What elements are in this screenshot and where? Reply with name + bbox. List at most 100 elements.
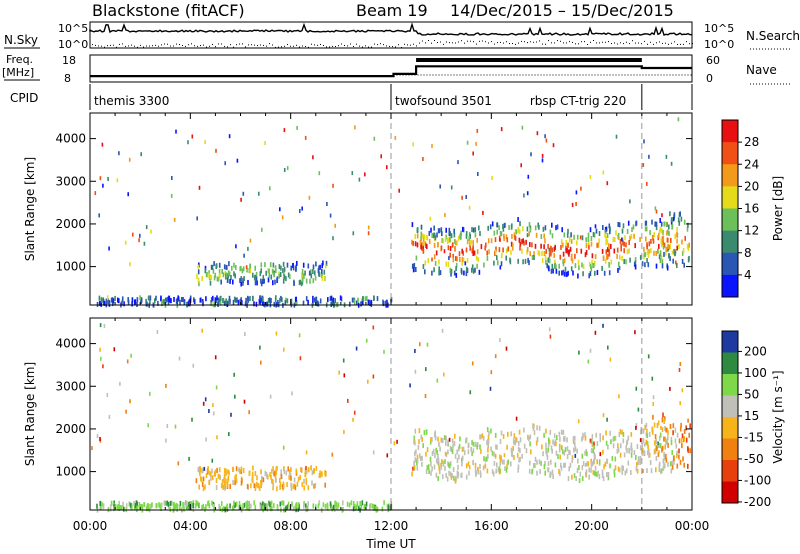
- echo-cell: [363, 505, 366, 511]
- echo-cell: [630, 445, 632, 451]
- echo-cell: [645, 422, 648, 428]
- echo-cell: [624, 470, 627, 476]
- echo-scatter: [301, 206, 303, 211]
- nsearch-point: [638, 42, 639, 44]
- echo-scatter: [281, 215, 284, 220]
- echo-cell: [627, 460, 630, 466]
- echo-scatter: [353, 410, 356, 415]
- nsearch-point: [353, 46, 354, 47]
- echo-cell: [465, 271, 468, 277]
- echo-cell: [292, 263, 294, 268]
- echo-cell: [476, 444, 478, 450]
- echo-cell: [648, 241, 651, 247]
- nsearch-point: [485, 41, 486, 43]
- nsearch-point: [509, 43, 510, 44]
- echo-cell: [217, 473, 220, 479]
- echo-cell: [232, 466, 235, 472]
- echo-cell: [651, 427, 654, 433]
- echo-cell: [506, 444, 508, 450]
- echo-scatter: [242, 191, 245, 196]
- echo-cell: [667, 442, 669, 448]
- echo-cell: [664, 425, 666, 431]
- echo-scatter: [646, 181, 648, 186]
- echo-cell: [501, 459, 504, 465]
- nsearch-point: [176, 43, 177, 45]
- y-axis-label: Slant Range [km]: [23, 157, 37, 261]
- echo-cell: [419, 239, 422, 245]
- echo-cell: [457, 471, 460, 477]
- echo-cell: [414, 440, 416, 446]
- echo-cell: [629, 235, 631, 241]
- echo-cell: [608, 243, 610, 249]
- echo-cell: [225, 272, 228, 278]
- echo-cell: [660, 238, 662, 244]
- echo-cell: [251, 471, 254, 477]
- x-tick-label: 20:00: [574, 519, 609, 533]
- echo-scatter: [118, 151, 120, 156]
- echo-cell: [217, 276, 220, 282]
- echo-cell: [546, 263, 548, 269]
- echo-scatter: [94, 191, 97, 196]
- nsearch-point: [92, 44, 93, 46]
- nsearch-point: [689, 43, 690, 45]
- echo-cell: [554, 244, 556, 250]
- echo-scatter: [672, 217, 675, 222]
- echo-cell: [348, 502, 351, 508]
- nsearch-point: [179, 44, 180, 45]
- nsearch-point: [401, 47, 402, 48]
- echo-cell: [279, 484, 281, 490]
- echo-cell: [460, 269, 463, 275]
- echo-cell: [226, 482, 229, 488]
- echo-cell: [272, 483, 275, 489]
- echo-cell: [442, 474, 444, 480]
- echo-cell: [445, 452, 448, 458]
- echo-cell: [562, 259, 564, 264]
- echo-cell: [312, 264, 315, 270]
- echo-cell: [681, 250, 684, 256]
- echo-cell: [610, 259, 613, 265]
- echo-cell: [642, 437, 645, 443]
- echo-cell: [654, 221, 656, 227]
- nsearch-point: [335, 46, 336, 47]
- nsearch-point: [416, 45, 417, 47]
- echo-cell: [681, 239, 683, 245]
- nsearch-point: [563, 42, 564, 44]
- echo-cell: [312, 503, 315, 509]
- echo-cell: [666, 230, 668, 236]
- echo-cell: [551, 222, 553, 228]
- echo-cell: [591, 438, 593, 444]
- echo-cell: [576, 248, 578, 254]
- echo-cell: [607, 247, 609, 253]
- echo-cell: [227, 273, 229, 279]
- echo-cell: [245, 297, 247, 303]
- echo-cell: [529, 227, 532, 233]
- nsky-label: N.Sky: [4, 33, 38, 47]
- echo-cell: [646, 250, 649, 256]
- echo-scatter: [116, 178, 119, 183]
- echo-cell: [529, 441, 531, 447]
- echo-cell: [511, 452, 514, 458]
- echo-cell: [260, 278, 262, 284]
- echo-cell: [213, 471, 216, 477]
- echo-cell: [411, 471, 413, 477]
- colorbar-tick-label: 200: [744, 344, 767, 358]
- echo-cell: [272, 479, 274, 485]
- echo-cell: [598, 238, 600, 244]
- echo-cell: [640, 429, 642, 435]
- echo-cell: [574, 441, 576, 447]
- echo-cell: [100, 301, 102, 307]
- echo-cell: [434, 235, 437, 241]
- echo-cell: [590, 458, 592, 464]
- echo-cell: [141, 504, 144, 510]
- nsearch-point: [266, 45, 267, 47]
- echo-cell: [587, 232, 590, 238]
- echo-scatter: [213, 411, 215, 416]
- echo-cell: [622, 223, 625, 229]
- echo-cell: [283, 274, 285, 280]
- nsearch-tick-bottom: 10^0: [704, 38, 734, 51]
- echo-scatter: [476, 128, 479, 133]
- echo-cell: [576, 234, 579, 240]
- echo-cell: [456, 470, 459, 476]
- echo-cell: [337, 502, 340, 508]
- echo-cell: [529, 434, 532, 440]
